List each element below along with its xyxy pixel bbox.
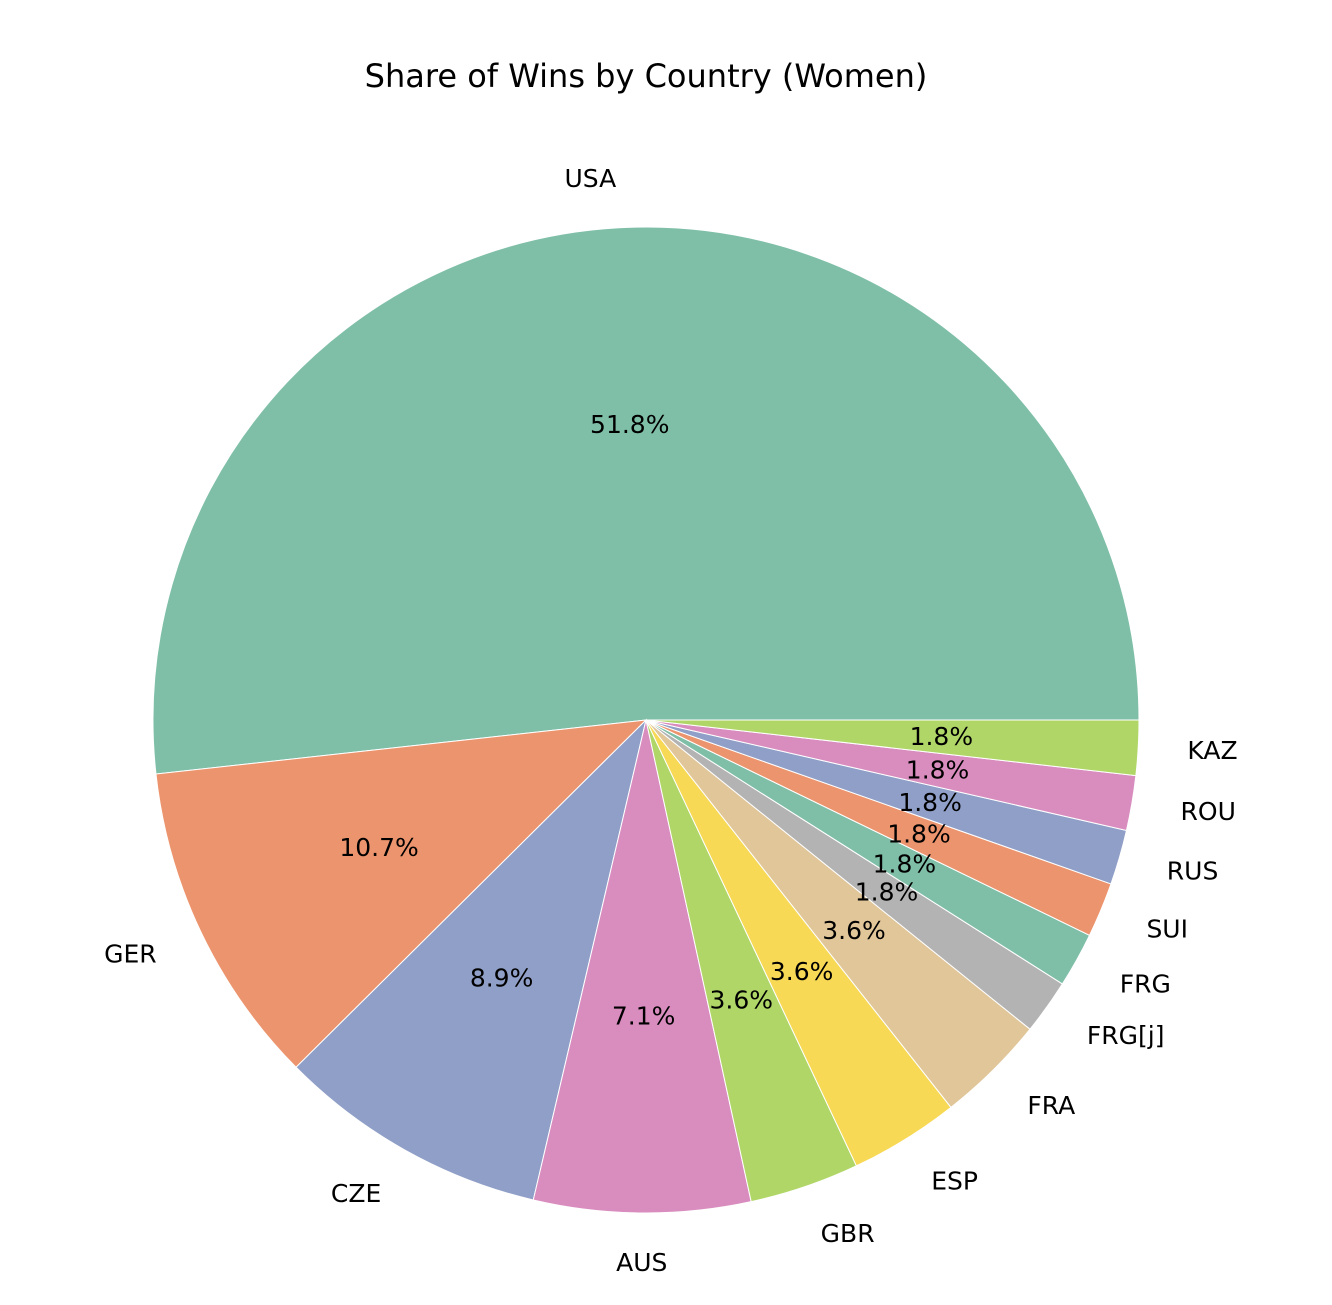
percent-label-frg: 1.8% — [873, 849, 937, 878]
percent-label-esp: 3.6% — [770, 957, 834, 986]
slice-label-rou: ROU — [1181, 797, 1236, 826]
chart-title: Share of Wins by Country (Women) — [365, 57, 928, 95]
slice-label-usa: USA — [564, 164, 616, 193]
slice-label-cze: CZE — [331, 1179, 381, 1208]
percent-label-fra: 3.6% — [822, 916, 886, 945]
slice-label-frg-j: FRG[j] — [1087, 1021, 1165, 1050]
slice-label-fra: FRA — [1027, 1091, 1075, 1120]
pie-slice-aus — [532, 719, 752, 1214]
slice-label-esp: ESP — [931, 1167, 978, 1196]
slice-label-rus: RUS — [1167, 857, 1219, 886]
percent-label-aus: 7.1% — [612, 1001, 676, 1030]
percent-label-gbr: 3.6% — [710, 986, 774, 1015]
percent-label-kaz: 1.8% — [910, 722, 974, 751]
percent-label-usa: 51.8% — [590, 410, 669, 439]
percent-label-rus: 1.8% — [898, 788, 962, 817]
pie-slice-cze — [295, 718, 647, 1201]
slice-label-kaz: KAZ — [1187, 736, 1237, 765]
pie-labels: USA GER CZE AUS GBR ESP FRA FRG[j] FRG SUI RUS ROU K… — [104, 164, 1238, 1277]
slice-label-aus: AUS — [616, 1248, 667, 1277]
percent-label-cze: 8.9% — [470, 964, 534, 993]
slice-label-gbr: GBR — [821, 1219, 875, 1248]
slice-label-ger: GER — [104, 939, 157, 968]
pie-slice-usa — [152, 226, 1140, 775]
slice-label-sui: SUI — [1146, 914, 1188, 943]
pie-slices — [152, 226, 1140, 1214]
pie-slice-ger — [155, 719, 648, 1068]
percent-label-sui: 1.8% — [887, 819, 951, 848]
pie-percent-labels: 51.8%10.7%8.9%7.1%3.6%3.6%3.6%1.8%1.8%1.… — [339, 410, 973, 1030]
percent-label-rou: 1.8% — [906, 755, 970, 784]
percent-label-frg-j: 1.8% — [855, 878, 919, 907]
percent-label-ger: 10.7% — [339, 833, 418, 862]
pie-slice-kaz — [645, 719, 1140, 777]
slice-label-frg: FRG — [1120, 969, 1171, 998]
